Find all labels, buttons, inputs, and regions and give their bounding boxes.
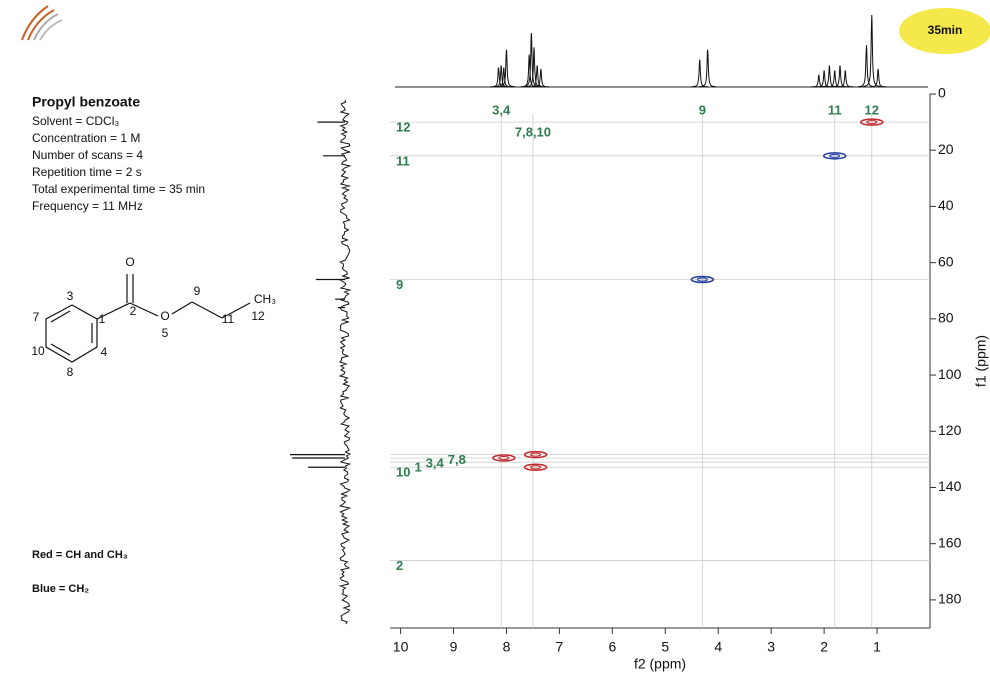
projection-peak [528, 65, 546, 88]
cross-peak [690, 275, 715, 284]
structure [45, 274, 251, 363]
cross-peak-contour [498, 455, 510, 460]
info-line: Number of scans = 4 [32, 148, 143, 162]
assignment-label: 11 [828, 102, 842, 117]
cross-peak-contour [530, 465, 542, 470]
y-tick-label: 0 [938, 85, 946, 101]
projection-peak [691, 59, 709, 88]
projection-peak [498, 49, 515, 88]
atom-label: 11 [222, 312, 235, 326]
assignment-label: 10 [396, 465, 410, 480]
assignment-label: 12 [865, 102, 879, 117]
atom-label: 4 [101, 345, 108, 359]
legend-entry: Blue = CH₂ [32, 583, 89, 595]
atom-label: 3 [67, 289, 74, 303]
y-tick-label: 80 [938, 310, 954, 326]
bond [96, 302, 131, 320]
atom-label: 1 [99, 312, 106, 326]
compound-title: Propyl benzoate [32, 94, 140, 110]
projection-peak [522, 32, 540, 88]
projection-noise [338, 99, 352, 625]
cross-peak-contour [530, 452, 542, 457]
projection-peak [863, 14, 881, 87]
assignment-label: 9 [396, 277, 403, 292]
assignment-label: 7,8,10 [515, 124, 551, 139]
legend-entry: Red = CH and CH₃ [32, 549, 128, 561]
x-tick-label: 1 [873, 639, 881, 655]
projection-peak [525, 47, 543, 88]
x-axis-label: f2 (ppm) [634, 656, 686, 672]
y-tick-label: 160 [938, 534, 962, 550]
atom-label: 2 [130, 304, 137, 318]
logo-stroke [39, 19, 63, 41]
badge-text: 35min [928, 23, 963, 37]
x-tick-label: 8 [503, 639, 511, 655]
y-tick-label: 40 [938, 197, 954, 213]
assignment-label: 2 [396, 558, 403, 573]
cross-peak [492, 454, 516, 462]
assignment-label: 7,8 [448, 452, 466, 467]
assignment-label: 3,4 [426, 455, 445, 470]
x-tick-label: 3 [767, 639, 775, 655]
logo-stroke [33, 13, 59, 41]
bond [50, 343, 71, 356]
projection-peak [869, 68, 887, 88]
projection-peak [831, 65, 849, 88]
y-tick-label: 140 [938, 478, 962, 494]
atom-label: 7 [33, 310, 40, 324]
assignment-label: 11 [396, 153, 410, 168]
assignment-label: 1 [414, 460, 421, 475]
assignment-label: 3,4 [492, 102, 511, 117]
info-line: Repetition time = 2 s [32, 165, 142, 179]
bond [191, 301, 223, 319]
atom-label: 9 [194, 284, 201, 298]
x-tick-label: 6 [608, 639, 616, 655]
projection-peak [836, 70, 854, 88]
bond [171, 301, 193, 315]
info-line: Total experimental time = 35 min [32, 182, 205, 196]
y-axis-label: f1 (ppm) [973, 335, 989, 387]
x-tick-label: 4 [714, 639, 722, 655]
bond [221, 302, 251, 319]
y-tick-label: 120 [938, 422, 962, 438]
atom-label: O [125, 255, 134, 269]
x-tick-label: 9 [450, 639, 458, 655]
cross-peak [523, 450, 548, 459]
cross-peak-contour [829, 153, 841, 158]
y-tick-label: 100 [938, 366, 962, 382]
y-tick-label: 180 [938, 591, 962, 607]
atom-label: CH₃ [254, 292, 276, 306]
info-line: Solvent = CDCl₃ [32, 114, 119, 128]
x-tick-label: 10 [393, 639, 409, 655]
logo-stroke [21, 5, 49, 41]
info-line: Frequency = 11 MHz [32, 199, 143, 213]
assignment-label: 12 [396, 120, 410, 135]
projection-peak [699, 49, 717, 88]
x-tick-label: 7 [556, 639, 564, 655]
atom-label: O [160, 309, 169, 323]
atom-label: 12 [251, 309, 265, 323]
atom-label: 8 [67, 365, 74, 379]
logo-stroke [27, 9, 55, 41]
cross-peak [822, 152, 847, 160]
cross-peak [860, 118, 884, 126]
cross-peak-contour [696, 277, 708, 282]
x-tick-label: 2 [820, 639, 828, 655]
atom-label: 10 [31, 344, 45, 358]
cross-peak [523, 463, 548, 471]
logo [21, 5, 63, 41]
info-line: Concentration = 1 M [32, 131, 140, 145]
badge [899, 8, 990, 54]
atom-label: 5 [162, 326, 169, 340]
bond [129, 302, 159, 317]
y-tick-label: 20 [938, 141, 954, 157]
y-tick-label: 60 [938, 253, 954, 269]
bond [50, 310, 71, 323]
cross-peak-contour [866, 120, 878, 125]
assignment-label: 9 [699, 102, 706, 117]
projection-peak [532, 68, 550, 88]
x-tick-label: 5 [661, 639, 669, 655]
ring [45, 304, 98, 363]
